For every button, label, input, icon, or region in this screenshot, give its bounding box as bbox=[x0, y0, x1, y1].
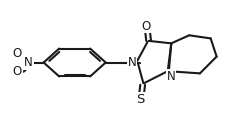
Text: O: O bbox=[13, 47, 22, 60]
Text: S: S bbox=[137, 94, 145, 106]
Text: O: O bbox=[142, 20, 151, 32]
Text: N: N bbox=[127, 56, 136, 69]
Text: N: N bbox=[167, 70, 175, 83]
Text: O: O bbox=[13, 65, 22, 78]
Text: N: N bbox=[24, 56, 33, 69]
